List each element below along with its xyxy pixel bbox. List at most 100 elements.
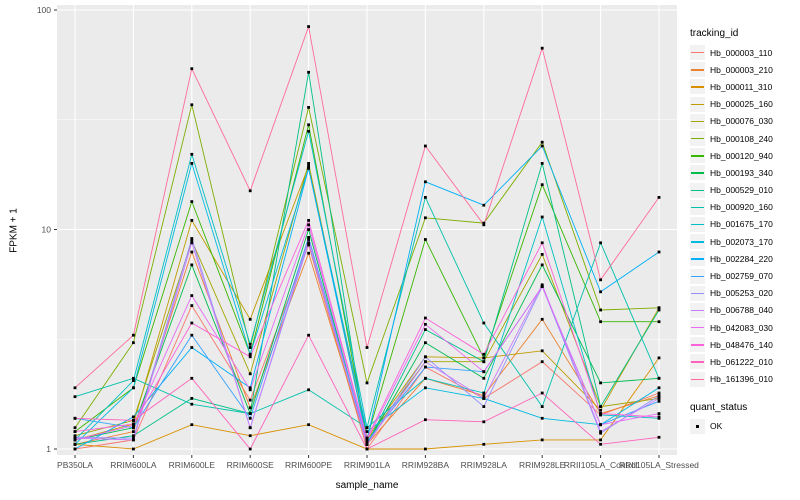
legend-entry: Hb_000011_310 [690,78,798,95]
data-point [132,430,135,433]
x-tick-label: RRIM600SE [227,460,275,470]
data-point [132,419,135,422]
data-point [365,381,369,385]
data-point [540,183,544,187]
data-point [190,200,194,203]
data-point [190,219,194,222]
legend-entries: Hb_000003_110 Hb_000003_210 Hb_000011_310 H… [690,44,798,388]
data-point [540,162,544,165]
data-point [132,438,135,442]
legend-entry: Hb_042083_030 [690,319,798,336]
legend-entry-label: Hb_000108_240 [710,133,773,144]
legend-entry-label: Hb_000076_030 [710,116,773,127]
legend-entry: Hb_000120_940 [690,147,798,164]
data-point [365,426,369,430]
legend-entry-label: Hb_001675_170 [710,219,773,230]
data-point [424,386,427,390]
data-point [424,341,427,345]
data-point [132,379,135,382]
data-point [307,238,310,241]
legend-entry: Hb_005253_020 [690,285,798,302]
data-point [73,416,77,420]
legend-key-icon [690,354,705,370]
legend-entry-label: Hb_002759_070 [710,271,773,282]
data-point [540,215,544,219]
x-tick-label: RRIM928LA [461,460,508,470]
data-point [248,355,252,359]
data-point [132,434,135,438]
data-point [248,346,252,349]
legend-entry-label: Hb_048476_140 [710,339,773,350]
data-point [599,381,602,385]
data-point [73,442,77,446]
legend-entry-label: Hb_061222_010 [710,356,773,367]
data-point [190,162,194,165]
data-point [482,223,486,227]
data-point [657,196,661,199]
data-point [132,376,135,380]
data-point [190,402,194,406]
data-point [365,438,369,442]
data-point [307,236,310,239]
data-point [599,241,602,245]
data-point [307,164,310,168]
data-point [540,416,544,420]
data-point [190,376,194,380]
data-point [599,442,602,446]
data-point [190,239,194,242]
legend-entry: Hb_061222_010 [690,353,798,370]
legend-key-icon [690,182,705,198]
data-point [248,342,252,346]
data-point [657,399,661,403]
data-point [657,306,661,310]
legend-key-icon [690,371,705,387]
data-point [482,420,486,424]
x-tick-label: RRII105LA_Stressed [619,460,699,470]
data-point [190,333,194,337]
quant-legend-title: quant_status [690,401,748,413]
data-point [540,241,544,245]
data-point [307,228,310,231]
x-tick-label: PB350LA [57,460,93,470]
data-point [73,436,77,440]
y-tick-label: 10 [42,225,52,235]
data-point [599,423,602,427]
legend-entry: Hb_000193_340 [690,164,798,181]
data-point [482,221,486,225]
y-tick-label: 1 [46,444,51,454]
data-point [307,243,310,247]
data-point [599,405,602,408]
data-point [365,442,369,446]
data-point [248,352,252,356]
legend-entry-label: Hb_000011_310 [710,81,773,92]
legend-entry: Hb_000529_010 [690,182,798,199]
data-point [307,333,310,337]
data-point [307,70,310,74]
x-tick-label: RRIM600PE [285,460,333,470]
data-point [424,365,427,369]
data-point [599,408,602,412]
legend-entry: Hb_002759_070 [690,267,798,284]
data-point [307,423,310,427]
data-point [599,290,602,294]
data-point [248,426,252,430]
data-point [540,438,544,442]
legend-key-icon [690,216,705,232]
data-point [540,140,544,144]
data-point [482,356,486,360]
data-point [73,447,77,451]
data-point [248,447,252,451]
data-point [132,341,135,345]
legend-entry: Hb_000003_110 [690,44,798,61]
data-point [599,430,602,433]
data-point [599,412,602,415]
data-point [132,422,135,426]
x-tick-label: RRIM600LA [110,460,157,470]
legend-key-icon [690,96,705,112]
legend-key-icon [690,268,705,284]
data-point [482,405,486,408]
legend-entry: Hb_000920_160 [690,199,798,216]
data-point [73,438,77,442]
legend-entry-label: Hb_000529_010 [710,185,773,196]
data-point [482,360,486,364]
